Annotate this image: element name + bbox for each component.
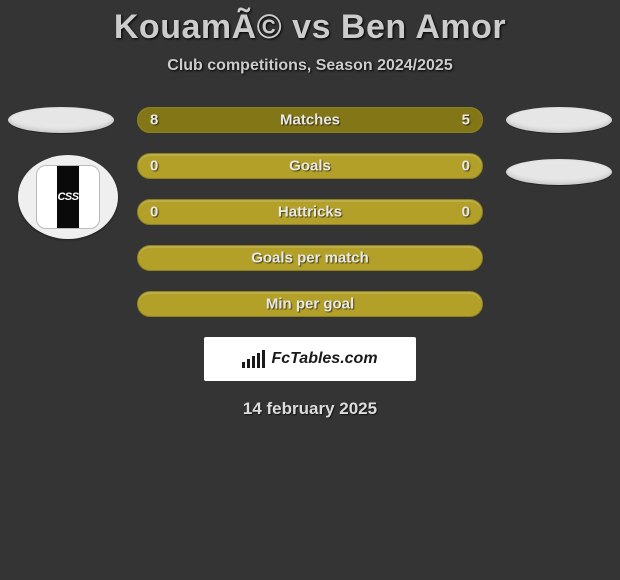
brand-bars-icon (242, 350, 265, 368)
stat-value-left: 0 (150, 204, 158, 221)
stat-value-right: 0 (462, 158, 470, 175)
brand-bar (242, 362, 245, 368)
player-left-badge-placeholder (8, 107, 114, 133)
stat-pill: Goals per match (137, 245, 483, 271)
stat-value-right: 5 (462, 112, 470, 129)
club-badge-left: ⌇⌇⌇⌇⌇⌇⌇ CSS (18, 155, 118, 239)
player-right-badge-placeholder-1 (506, 107, 612, 133)
stat-value-left: 0 (150, 158, 158, 175)
stat-row: Goals per match (137, 245, 483, 273)
stat-row: Min per goal (137, 291, 483, 319)
page-title: KouamÃ© vs Ben Amor (0, 0, 620, 47)
stat-label: Min per goal (266, 296, 354, 313)
club-badge-text: CSS (57, 191, 78, 203)
date-label: 14 february 2025 (0, 399, 620, 419)
brand-bar (262, 350, 265, 368)
stat-label: Goals per match (251, 250, 369, 267)
stat-label: Hattricks (278, 204, 342, 221)
stat-pill: Min per goal (137, 291, 483, 317)
stat-value-left: 8 (150, 112, 158, 129)
stat-row: 0 Hattricks 0 (137, 199, 483, 227)
stat-label: Matches (280, 112, 340, 129)
stat-pill: 8 Matches 5 (137, 107, 483, 133)
brand-bar (252, 356, 255, 368)
brand-bar (247, 359, 250, 368)
player-right-badge-placeholder-2 (506, 159, 612, 185)
page-subtitle: Club competitions, Season 2024/2025 (0, 57, 620, 75)
stat-row: 0 Goals 0 (137, 153, 483, 181)
stat-pill: 0 Goals 0 (137, 153, 483, 179)
stats-container: ⌇⌇⌇⌇⌇⌇⌇ CSS 8 Matches 5 0 Goals 0 0 Hattricks 0 G… (0, 107, 620, 319)
stat-value-right: 0 (462, 204, 470, 221)
brand-bar (257, 353, 260, 368)
brand-text: FcTables.com (271, 350, 377, 368)
comparison-card: KouamÃ© vs Ben Amor Club competitions, S… (0, 0, 620, 580)
stat-label: Goals (289, 158, 331, 175)
club-badge-inner: ⌇⌇⌇⌇⌇⌇⌇ CSS (36, 165, 100, 229)
stat-row: 8 Matches 5 (137, 107, 483, 135)
brand-box[interactable]: FcTables.com (204, 337, 416, 381)
stat-pill: 0 Hattricks 0 (137, 199, 483, 225)
